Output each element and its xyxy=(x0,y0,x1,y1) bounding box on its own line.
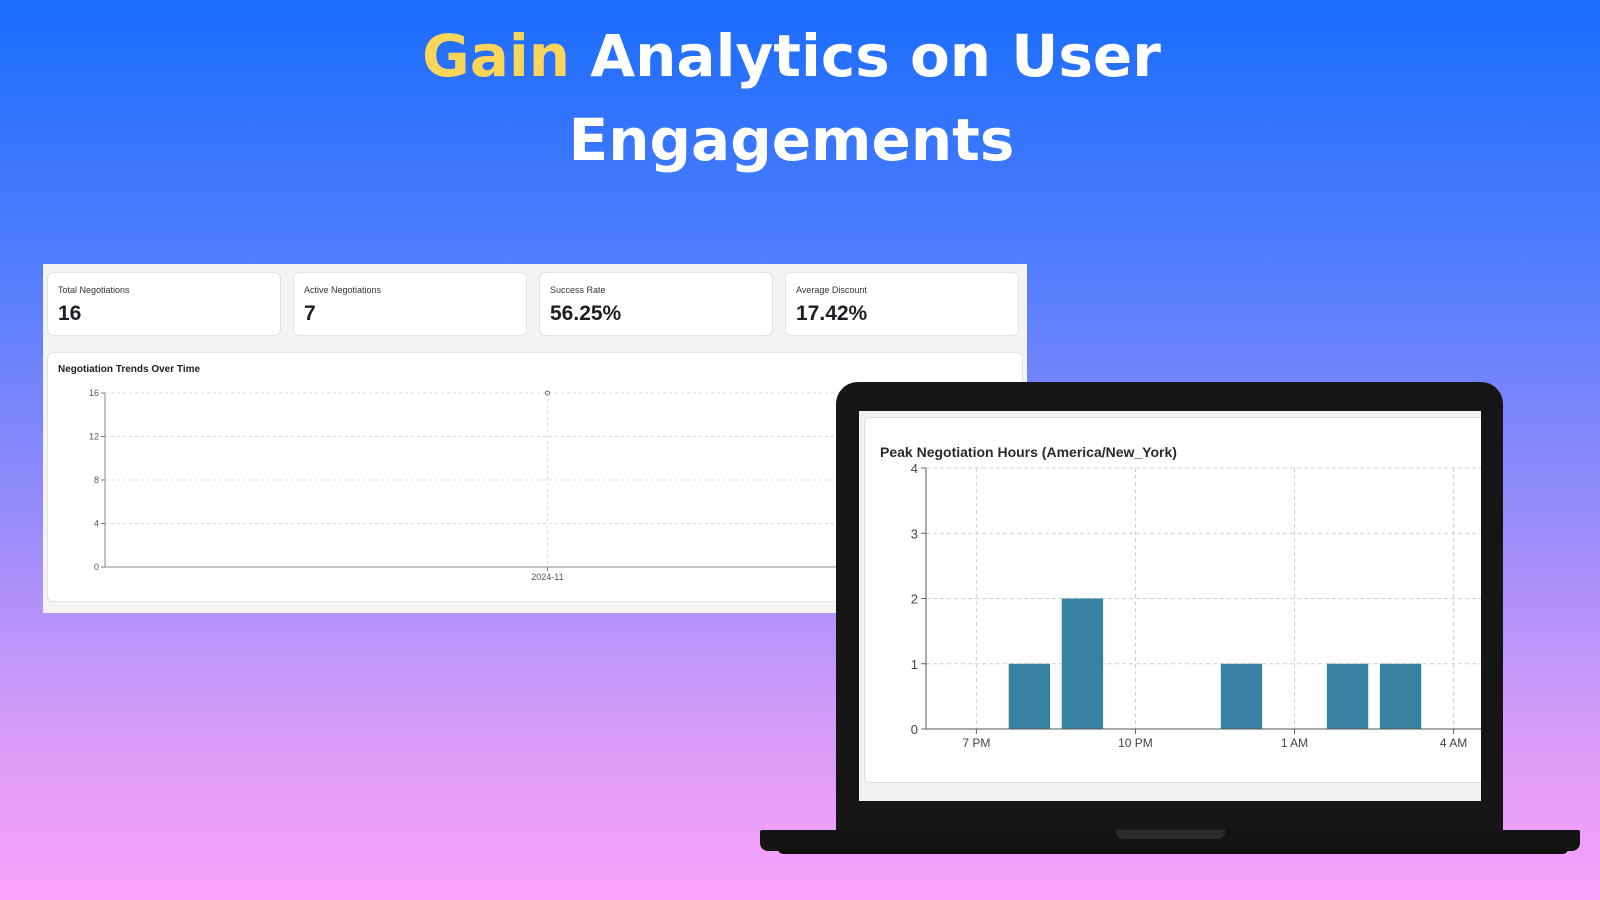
bar-9-pm xyxy=(1061,598,1104,729)
peak-hours-card: Peak Negotiation Hours (America/New_York… xyxy=(864,417,1481,783)
stat-value: 16 xyxy=(58,302,82,325)
stat-label: Active Negotiations xyxy=(304,285,382,295)
y-tick-label: 12 xyxy=(89,432,99,442)
stat-card-total-negotiations: Total Negotiations 16 xyxy=(47,272,281,336)
headline-line-1: Gain Analytics on User xyxy=(0,14,1583,98)
headline-line-2: Engagements xyxy=(568,106,1015,174)
laptop-screen: Peak Negotiation Hours (America/New_York… xyxy=(859,411,1481,801)
headline-accent-word: Gain xyxy=(422,22,571,90)
bar-3-am xyxy=(1379,663,1422,729)
laptop-base xyxy=(760,830,1580,851)
y-tick-label: 16 xyxy=(89,388,99,398)
stat-card-active-negotiations: Active Negotiations 7 xyxy=(293,272,527,336)
stat-value: 7 xyxy=(304,302,316,325)
y-tick-label: 4 xyxy=(911,461,918,476)
stat-label: Total Negotiations xyxy=(58,285,130,295)
laptop-base-shadow xyxy=(778,849,1568,854)
peak-hours-chart: 0 1 2 3 4 7 PM 10 PM 1 AM 4 AM xyxy=(911,461,1481,750)
data-point xyxy=(544,390,550,396)
y-tick-label: 0 xyxy=(911,722,918,737)
y-tick-label: 4 xyxy=(94,519,99,529)
x-tick-label: 2024-11 xyxy=(531,572,563,582)
y-tick-label: 1 xyxy=(911,657,918,672)
y-tick-label: 0 xyxy=(94,562,99,572)
bar-2-am xyxy=(1326,663,1369,729)
x-tick-label: 4 AM xyxy=(1440,736,1467,750)
stat-value: 56.25% xyxy=(550,302,622,325)
laptop-notch xyxy=(1116,830,1225,839)
stat-card-average-discount: Average Discount 17.42% xyxy=(785,272,1019,336)
headline-line-1-rest: Analytics on User xyxy=(570,22,1161,90)
x-tick-label: 1 AM xyxy=(1281,736,1308,750)
peak-chart-title: Peak Negotiation Hours (America/New_York… xyxy=(880,444,1177,460)
trend-chart-title: Negotiation Trends Over Time xyxy=(58,364,201,375)
y-tick-label: 3 xyxy=(911,526,918,541)
stat-card-success-rate: Success Rate 56.25% xyxy=(539,272,773,336)
x-tick-label: 7 PM xyxy=(962,736,990,750)
y-tick-label: 8 xyxy=(94,475,99,485)
y-tick-label: 2 xyxy=(911,592,918,607)
bar-12-am xyxy=(1220,663,1263,729)
hero-headline: Gain Analytics on User Engagements xyxy=(0,14,1583,182)
stat-value: 17.42% xyxy=(796,302,868,325)
x-tick-label: 10 PM xyxy=(1118,736,1153,750)
bar-8-pm xyxy=(1008,663,1051,729)
stat-label: Average Discount xyxy=(796,285,867,295)
stat-label: Success Rate xyxy=(550,285,606,295)
